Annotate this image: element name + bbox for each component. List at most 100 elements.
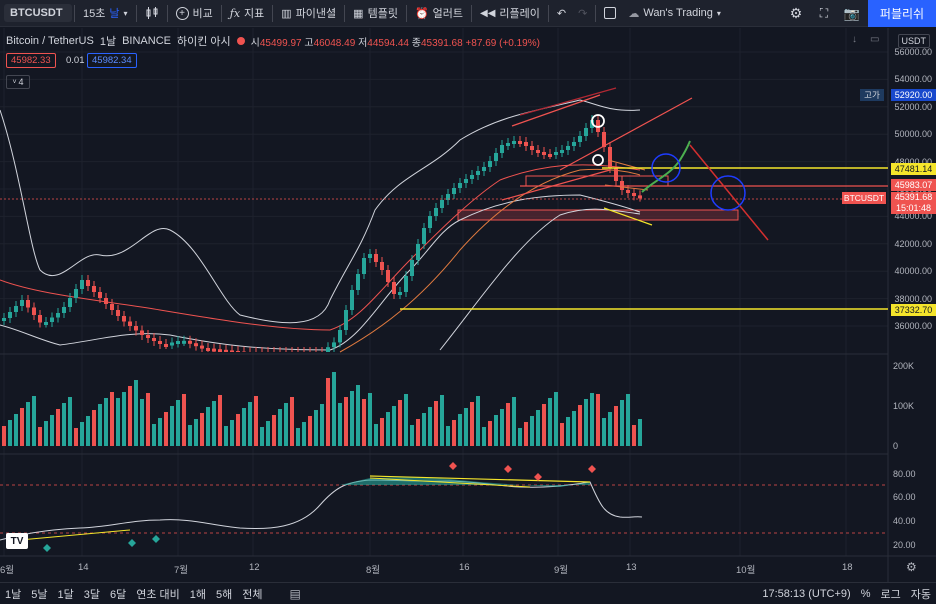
compare-label: 비교 [192,8,213,20]
volume-bar [218,395,222,446]
volume-bar [230,420,234,446]
time-tick-label: 12 [249,562,260,573]
settings-button[interactable]: ⚙ [782,0,810,27]
bullish-divergence-marker [128,539,136,547]
range-button[interactable]: 6달 [110,588,127,601]
sell-price-button[interactable]: 45982.33 [6,53,56,68]
cloud-icon: ☁ [628,7,640,20]
candle-body [488,161,492,167]
candle-body [476,171,480,175]
layout-toggle-button[interactable] [598,0,622,27]
range-button[interactable]: 전체 [242,588,263,601]
indicator-count: 4 [18,77,24,87]
candle-body [128,321,132,326]
candle-body [80,280,84,289]
volume-tick-label: 200K [893,361,915,371]
candle-body [428,216,432,228]
tradingview-logo[interactable]: TV [6,533,28,549]
volume-bar [272,415,276,446]
interval-selector[interactable]: 15초 날 ▾ [77,0,134,27]
separator [405,4,407,22]
range-button[interactable]: 5해 [216,588,233,601]
candle-body [98,292,102,298]
indicators-button[interactable]: ƒx 지표 [224,0,271,27]
candle-body [548,154,552,157]
circle-marker [651,153,681,183]
symbol-name[interactable]: Bitcoin / TetherUS [6,35,94,47]
pane-maximize-icon[interactable]: ▭ [870,34,880,45]
goto-date-button[interactable]: ▤ [290,587,301,601]
volume-bar [530,416,534,446]
compare-button[interactable]: + 비교 [170,0,219,27]
candle-body [146,335,150,338]
volume-tick-label: 0 [893,441,899,451]
candle-body [368,254,372,258]
bottom-toolbar: 1날 5날 1달 3달 6달 연초 대비 1해 5해 전체 ▤ 17:58:13 (UTC+9)… [0,582,936,604]
publish-button[interactable]: 퍼블리쉬 [868,0,936,27]
settings-gear-icon[interactable]: ⚙ [906,560,917,574]
candle-body [398,292,402,295]
redo-button[interactable]: ↷ [572,0,593,27]
candle-body [170,342,174,346]
square-icon [604,7,617,19]
replay-button[interactable]: ◀◀ 리플레이 [474,0,546,27]
candle-body [164,344,168,347]
chart-type-button[interactable] [139,0,165,27]
buy-price-button[interactable]: 45982.34 [87,53,137,68]
log-toggle[interactable]: 로그 [880,588,901,601]
range-button[interactable]: 1해 [189,588,207,601]
candle-body [626,190,630,193]
snapshot-button[interactable]: 📷 [838,0,866,27]
candle-body [560,150,564,153]
white-circle-marker [592,154,604,166]
volume-bar [584,399,588,446]
alert-button[interactable]: ⏰ 얼러트 [409,0,469,27]
candle-body [380,262,384,270]
range-button[interactable]: 5날 [31,588,48,601]
auto-toggle[interactable]: 자동 [910,588,931,601]
layout-name-button[interactable]: ☁ Wan's Trading ▾ [622,0,727,27]
candle-body [452,188,456,194]
range-button[interactable]: 연초 대비 [136,588,180,601]
time-tick-label: 6월 [0,565,15,576]
percent-toggle[interactable]: % [860,587,871,600]
volume-bar [608,412,612,446]
pane-arrow-down-icon[interactable]: ↓ [852,34,857,45]
volume-bar [410,425,414,446]
symbol-search[interactable]: BTCUSDT [4,4,72,22]
range-button[interactable]: 1날 [5,588,22,601]
currency-label[interactable]: USDT [897,34,930,48]
undo-button[interactable]: ↶ [551,0,572,27]
range-button[interactable]: 1달 [57,588,74,601]
trend-line [519,87,617,116]
range-button[interactable]: 3달 [83,588,100,601]
price-tick-label: 38000.00 [894,293,932,304]
volume-bar [92,410,96,446]
price-tick-label: 50000.00 [894,129,932,140]
bollinger-bands [0,99,641,353]
financials-button[interactable]: ▥ 파이낸셜 [275,0,342,27]
indicators-collapse-button[interactable]: ˅ 4 [6,75,30,89]
templates-button[interactable]: ▦ 템플릿 [347,0,404,27]
candle-body [110,304,114,310]
volume-bar [446,426,450,446]
volume-bar [482,427,486,446]
spread-value: 0.01 [66,55,85,66]
fullscreen-button[interactable]: ⛶ [810,0,838,27]
volume-pane [2,372,642,446]
candle-body [470,175,474,179]
replay-label: 리플레이 [499,8,540,20]
candle-body [152,338,156,341]
volume-bar [158,418,162,446]
chevron-down-icon: ▾ [123,8,128,18]
separator [272,4,274,22]
volume-bar [572,411,576,446]
clock[interactable]: 17:58:13 (UTC+9) [762,587,851,600]
candle-body [182,340,186,344]
volume-bar [62,403,66,446]
candle-body [530,146,534,150]
time-tick-label: 8월 [366,565,381,576]
chart-legend: Bitcoin / TetherUS 1날 BINANCE 하이킨 아시 시45… [6,33,540,49]
candle-body [518,141,522,144]
